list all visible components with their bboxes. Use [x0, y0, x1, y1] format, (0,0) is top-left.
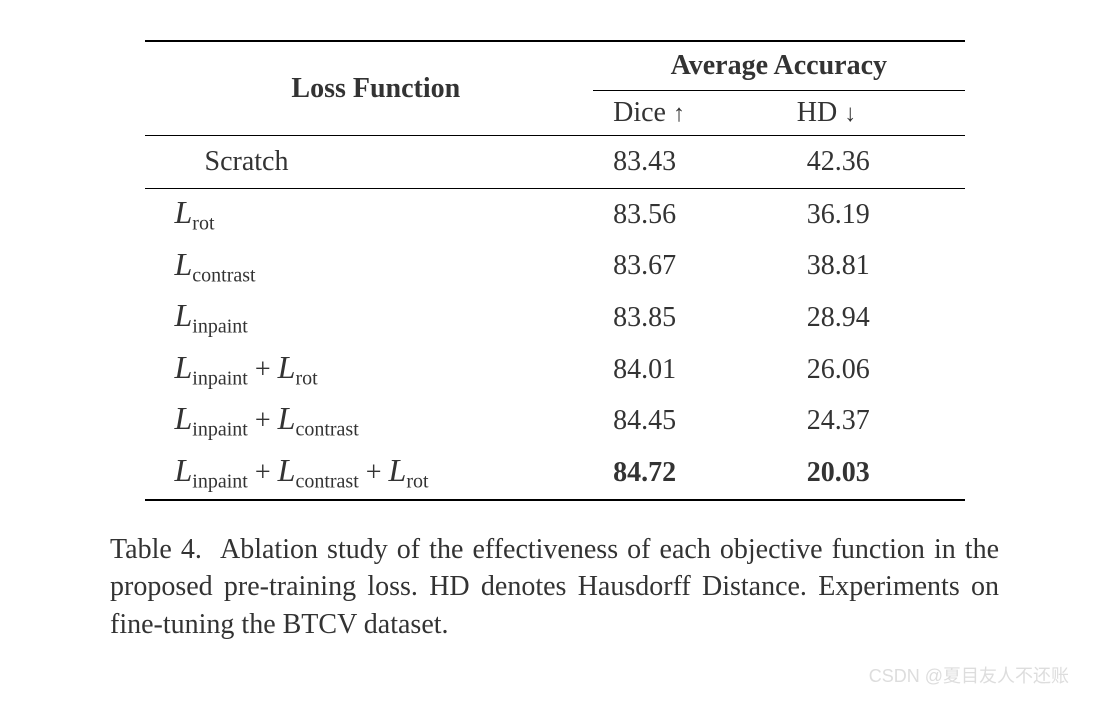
- table-container: Loss Function Average Accuracy Dice ↑ HD…: [145, 40, 965, 501]
- dice-value: 83.56: [593, 189, 787, 241]
- watermark: CSDN @夏目友人不还账: [869, 662, 1069, 688]
- scratch-row: Scratch 83.43 42.36: [145, 136, 965, 189]
- scratch-dice: 83.43: [593, 136, 787, 189]
- table-row: Linpaint + Lcontrast + Lrot84.7220.03: [145, 447, 965, 500]
- table-header-row: Loss Function Average Accuracy: [145, 41, 965, 91]
- loss-function-cell: Linpaint + Lcontrast: [145, 395, 594, 447]
- loss-function-cell: Linpaint + Lcontrast + Lrot: [145, 447, 594, 500]
- hd-value: 36.19: [787, 189, 965, 241]
- dice-value: 84.45: [593, 395, 787, 447]
- table-row: Linpaint83.8528.94: [145, 292, 965, 344]
- table-row: Linpaint + Lrot84.0126.06: [145, 344, 965, 396]
- dice-label: Dice: [613, 97, 666, 128]
- hd-value: 24.37: [787, 395, 965, 447]
- dice-value: 84.01: [593, 344, 787, 396]
- table-row: Linpaint + Lcontrast84.4524.37: [145, 395, 965, 447]
- up-arrow-icon: ↑: [673, 101, 685, 127]
- loss-function-cell: Lcontrast: [145, 241, 594, 293]
- caption-text: Ablation study of the effectiveness of e…: [110, 534, 999, 641]
- header-loss-function: Loss Function: [145, 41, 594, 136]
- table-caption: Table 4. Ablation study of the effective…: [80, 531, 1029, 644]
- scratch-label: Scratch: [145, 136, 594, 189]
- loss-function-cell: Linpaint + Lrot: [145, 344, 594, 396]
- hd-value: 26.06: [787, 344, 965, 396]
- scratch-hd: 42.36: [787, 136, 965, 189]
- header-average-accuracy: Average Accuracy: [593, 41, 964, 91]
- dice-value: 83.67: [593, 241, 787, 293]
- table-row: Lrot83.5636.19: [145, 189, 965, 241]
- dice-value: 84.72: [593, 447, 787, 500]
- hd-value: 28.94: [787, 292, 965, 344]
- hd-value: 20.03: [787, 447, 965, 500]
- loss-function-cell: Lrot: [145, 189, 594, 241]
- subheader-hd: HD ↓: [787, 91, 965, 136]
- table-row: Lcontrast83.6738.81: [145, 241, 965, 293]
- hd-label: HD: [797, 97, 837, 128]
- ablation-table: Loss Function Average Accuracy Dice ↑ HD…: [145, 40, 965, 501]
- subheader-dice: Dice ↑: [593, 91, 787, 136]
- dice-value: 83.85: [593, 292, 787, 344]
- caption-prefix: Table 4.: [110, 534, 202, 565]
- down-arrow-icon: ↓: [844, 101, 856, 127]
- data-rows-body: Lrot83.5636.19Lcontrast83.6738.81Linpain…: [145, 189, 965, 500]
- loss-function-cell: Linpaint: [145, 292, 594, 344]
- hd-value: 38.81: [787, 241, 965, 293]
